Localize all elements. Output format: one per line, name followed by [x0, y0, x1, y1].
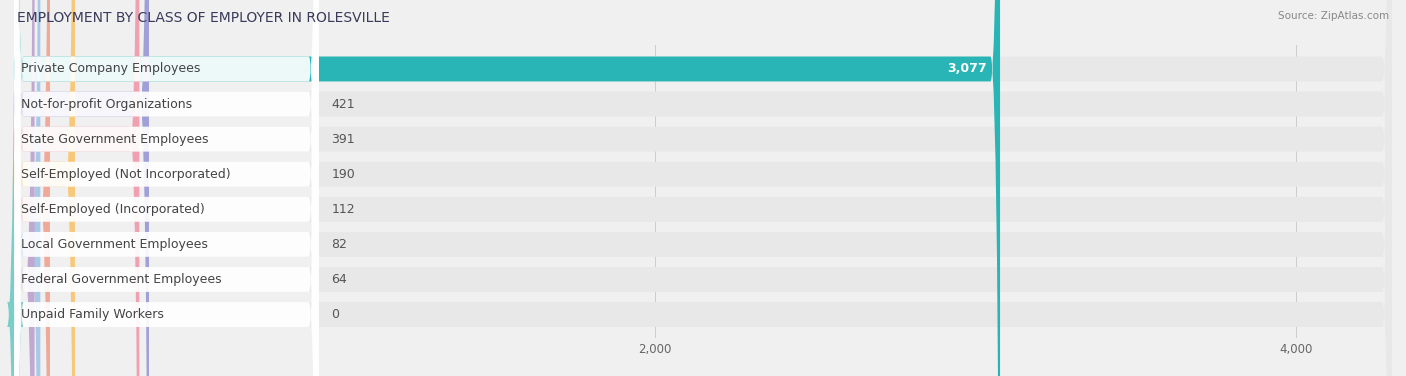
- Text: 190: 190: [332, 168, 356, 181]
- Text: 82: 82: [332, 238, 347, 251]
- FancyBboxPatch shape: [14, 0, 319, 376]
- Text: State Government Employees: State Government Employees: [21, 133, 208, 146]
- Text: Self-Employed (Incorporated): Self-Employed (Incorporated): [21, 203, 204, 216]
- Text: 0: 0: [332, 308, 339, 321]
- FancyBboxPatch shape: [14, 0, 319, 376]
- FancyBboxPatch shape: [14, 0, 319, 376]
- Text: Not-for-profit Organizations: Not-for-profit Organizations: [21, 97, 191, 111]
- FancyBboxPatch shape: [14, 0, 149, 376]
- FancyBboxPatch shape: [14, 0, 1392, 376]
- FancyBboxPatch shape: [14, 0, 41, 376]
- FancyBboxPatch shape: [14, 0, 1392, 376]
- FancyBboxPatch shape: [14, 0, 319, 376]
- Text: Source: ZipAtlas.com: Source: ZipAtlas.com: [1278, 11, 1389, 21]
- Text: Private Company Employees: Private Company Employees: [21, 62, 200, 76]
- Text: Unpaid Family Workers: Unpaid Family Workers: [21, 308, 163, 321]
- Text: 112: 112: [332, 203, 354, 216]
- FancyBboxPatch shape: [14, 0, 319, 376]
- FancyBboxPatch shape: [14, 0, 319, 376]
- Text: Self-Employed (Not Incorporated): Self-Employed (Not Incorporated): [21, 168, 231, 181]
- FancyBboxPatch shape: [14, 0, 75, 376]
- FancyBboxPatch shape: [14, 0, 1392, 376]
- Text: 3,077: 3,077: [948, 62, 987, 76]
- Text: EMPLOYMENT BY CLASS OF EMPLOYER IN ROLESVILLE: EMPLOYMENT BY CLASS OF EMPLOYER IN ROLES…: [17, 11, 389, 25]
- FancyBboxPatch shape: [14, 0, 1392, 376]
- FancyBboxPatch shape: [14, 0, 1392, 376]
- Text: Federal Government Employees: Federal Government Employees: [21, 273, 221, 286]
- FancyBboxPatch shape: [14, 0, 51, 376]
- FancyBboxPatch shape: [14, 0, 319, 376]
- FancyBboxPatch shape: [14, 0, 1392, 376]
- FancyBboxPatch shape: [7, 0, 24, 376]
- Text: Local Government Employees: Local Government Employees: [21, 238, 208, 251]
- FancyBboxPatch shape: [14, 0, 1000, 376]
- Text: 421: 421: [332, 97, 354, 111]
- FancyBboxPatch shape: [14, 0, 35, 376]
- FancyBboxPatch shape: [14, 0, 319, 376]
- Text: 391: 391: [332, 133, 354, 146]
- Text: 64: 64: [332, 273, 347, 286]
- FancyBboxPatch shape: [14, 0, 1392, 376]
- FancyBboxPatch shape: [14, 0, 1392, 376]
- FancyBboxPatch shape: [14, 0, 139, 376]
